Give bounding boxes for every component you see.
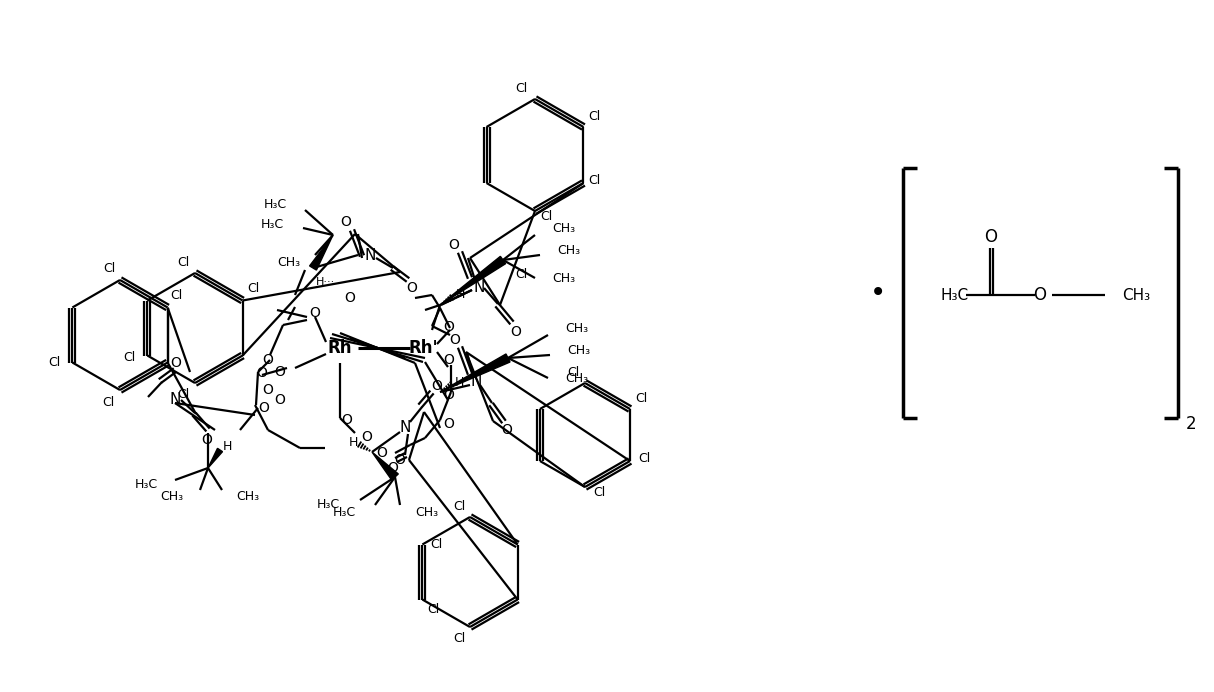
Text: O: O <box>202 433 212 447</box>
Text: O: O <box>170 356 181 370</box>
Text: O: O <box>443 353 454 367</box>
Text: Cl: Cl <box>540 210 552 223</box>
Text: Cl: Cl <box>177 388 191 401</box>
Text: O: O <box>443 388 454 402</box>
Text: O: O <box>501 423 512 437</box>
Text: CH₃: CH₃ <box>415 505 438 518</box>
Text: Cl: Cl <box>427 603 439 616</box>
Text: Cl: Cl <box>515 82 527 95</box>
Text: N: N <box>169 392 181 408</box>
Text: H₃C: H₃C <box>940 287 968 302</box>
Text: H₃C: H₃C <box>263 199 287 212</box>
Text: Cl: Cl <box>123 351 136 364</box>
Text: H₃C: H₃C <box>135 477 158 491</box>
Polygon shape <box>439 256 505 305</box>
Text: O: O <box>362 430 373 444</box>
Text: O: O <box>376 446 387 460</box>
Text: O: O <box>395 453 405 467</box>
Text: H: H <box>348 437 358 450</box>
Text: Rh': Rh' <box>408 339 438 357</box>
Text: •: • <box>870 279 886 307</box>
Text: Cl: Cl <box>639 453 651 466</box>
Text: O: O <box>345 291 356 305</box>
Text: O: O <box>443 320 454 334</box>
Text: Cl: Cl <box>515 268 527 282</box>
Text: Cl: Cl <box>453 500 465 513</box>
Text: H: H <box>456 289 465 302</box>
Text: O: O <box>449 333 460 347</box>
Text: Cl: Cl <box>177 257 191 269</box>
Text: Cl: Cl <box>431 538 443 551</box>
Text: Cl: Cl <box>635 392 647 406</box>
Text: Cl: Cl <box>589 111 601 123</box>
Text: N: N <box>399 419 410 435</box>
Text: O: O <box>985 228 998 246</box>
Text: O: O <box>341 413 352 427</box>
Text: O: O <box>262 383 273 397</box>
Text: H₃C: H₃C <box>317 498 340 511</box>
Text: CH₃: CH₃ <box>277 257 300 269</box>
Text: O: O <box>310 306 320 320</box>
Text: O: O <box>262 353 273 367</box>
Text: O: O <box>511 325 522 339</box>
Text: H₃C: H₃C <box>333 507 356 520</box>
Text: O: O <box>443 417 454 431</box>
Text: O: O <box>387 461 398 475</box>
Text: Cl: Cl <box>49 356 61 369</box>
Text: H: H <box>455 376 465 388</box>
Text: CH₃: CH₃ <box>236 491 259 504</box>
Text: Cl: Cl <box>453 632 465 646</box>
Text: O: O <box>448 238 459 252</box>
Text: O: O <box>1033 286 1046 304</box>
Text: N: N <box>364 248 375 262</box>
Text: O: O <box>431 379 442 393</box>
Text: Cl: Cl <box>248 282 260 295</box>
Text: H₃C: H₃C <box>261 219 284 232</box>
Text: CH₃: CH₃ <box>1122 287 1150 302</box>
Polygon shape <box>310 235 333 270</box>
Text: O: O <box>341 215 351 229</box>
Text: CH₃: CH₃ <box>160 491 183 504</box>
Polygon shape <box>371 452 398 480</box>
Text: O: O <box>256 366 267 380</box>
Text: 2: 2 <box>1186 415 1196 433</box>
Text: CH₃: CH₃ <box>565 372 588 385</box>
Text: Cl: Cl <box>103 262 115 275</box>
Text: CH₃: CH₃ <box>557 244 580 257</box>
Polygon shape <box>208 448 222 468</box>
Text: H: H <box>223 441 232 453</box>
Text: O: O <box>274 393 285 407</box>
Text: Cl: Cl <box>103 396 115 408</box>
Text: Cl: Cl <box>568 367 580 379</box>
Text: H···: H··· <box>316 277 335 287</box>
Text: CH₃: CH₃ <box>552 221 575 235</box>
Text: O: O <box>259 401 270 415</box>
Text: Cl: Cl <box>171 289 183 302</box>
Text: Cl: Cl <box>592 486 606 498</box>
Polygon shape <box>439 354 510 392</box>
Text: CH₃: CH₃ <box>552 271 575 284</box>
Text: Cl: Cl <box>589 174 601 188</box>
Text: CH₃: CH₃ <box>565 322 588 334</box>
Text: O: O <box>274 365 285 379</box>
Text: O: O <box>407 281 418 295</box>
Text: Rh: Rh <box>328 339 352 357</box>
Text: N: N <box>470 374 482 390</box>
Text: CH₃: CH₃ <box>567 343 590 356</box>
Text: N: N <box>473 280 484 295</box>
